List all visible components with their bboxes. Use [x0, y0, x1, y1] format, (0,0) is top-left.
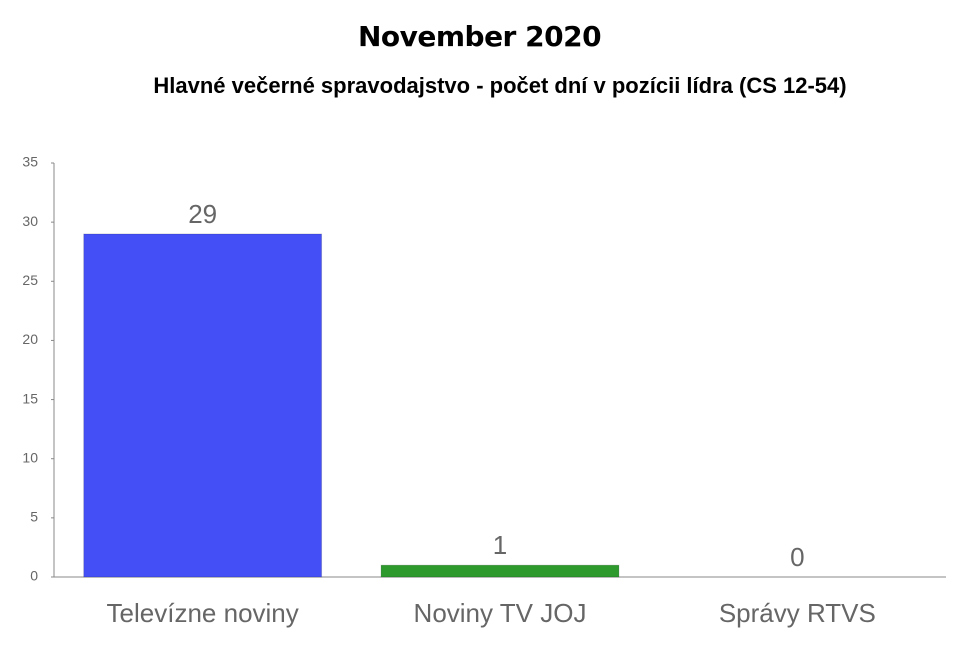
- y-tick-label: 20: [22, 331, 38, 347]
- bar: [380, 564, 620, 578]
- chart-subtitle: Hlavné večerné spravodajstvo - počet dní…: [153, 73, 847, 98]
- y-tick-label: 10: [22, 449, 38, 465]
- y-tick-label: 5: [30, 509, 38, 525]
- y-tick-label: 35: [22, 154, 38, 170]
- y-tick-label: 15: [22, 390, 38, 406]
- x-tick-label: Televízne noviny: [107, 598, 299, 628]
- y-tick-label: 25: [22, 272, 38, 288]
- x-tick-label: Správy RTVS: [719, 598, 876, 628]
- x-tick-label: Noviny TV JOJ: [414, 598, 587, 628]
- data-label: 29: [188, 199, 217, 229]
- y-tick-label: 30: [22, 213, 38, 229]
- data-label: 0: [790, 542, 804, 572]
- y-tick-label: 0: [30, 568, 38, 584]
- chart-title: November 2020: [357, 20, 602, 53]
- data-label: 1: [493, 530, 507, 560]
- bar: [83, 233, 323, 578]
